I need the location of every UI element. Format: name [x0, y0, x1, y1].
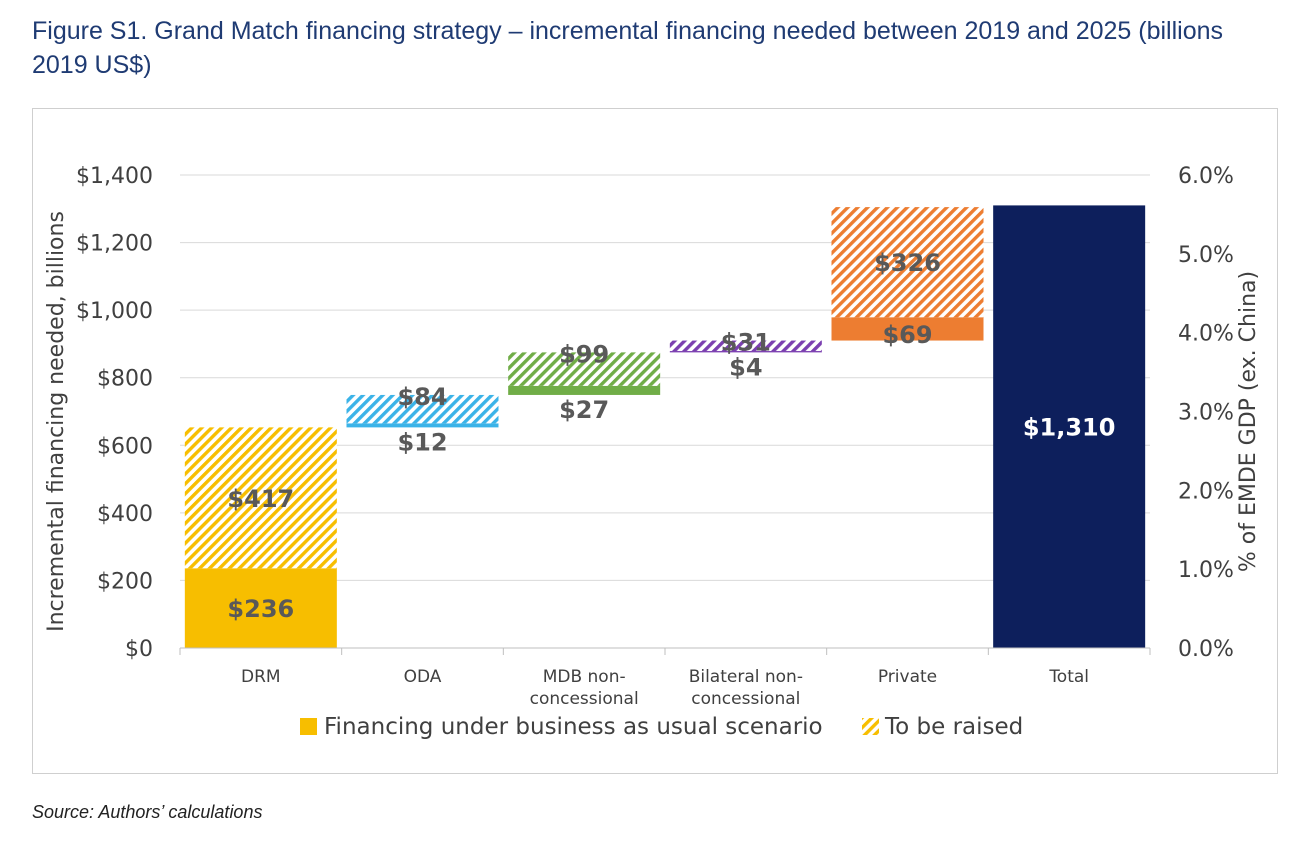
data-label-business-as-usual: $27 — [559, 396, 609, 424]
legend-swatch-to-be-raised — [862, 718, 879, 735]
y-tick-label: $1,000 — [76, 299, 153, 324]
y-tick-label: $1,200 — [76, 232, 153, 257]
bar-total — [993, 205, 1146, 648]
bar-to-be-raised — [831, 207, 984, 318]
y-tick-label: $0 — [125, 637, 153, 662]
x-tick-label: ODA — [404, 667, 442, 687]
data-label-to-be-raised: $326 — [874, 249, 941, 277]
x-tick-label: MDB non-concessional — [530, 667, 639, 709]
y2-tick-label: 3.0% — [1178, 401, 1234, 426]
data-label-business-as-usual: $69 — [882, 321, 932, 349]
figure-title: Figure S1. Grand Match financing strateg… — [32, 17, 1224, 79]
figure-source: Source: Authors’ calculations — [32, 802, 263, 822]
bar-business-as-usual — [346, 423, 499, 428]
bar-to-be-raised — [669, 340, 822, 352]
legend-swatch-business-as-usual — [300, 718, 317, 735]
y2-tick-label: 2.0% — [1178, 479, 1234, 504]
data-label-to-be-raised: $99 — [559, 340, 609, 368]
data-label-business-as-usual: $4 — [729, 353, 762, 381]
y2-tick-label: 1.0% — [1178, 558, 1234, 583]
data-label-to-be-raised: $84 — [397, 383, 447, 411]
bar-business-as-usual — [184, 568, 337, 648]
legend-label-business-as-usual: Financing under business as usual scenar… — [324, 714, 823, 740]
data-label-business-as-usual: $236 — [227, 595, 294, 623]
y-tick-label: $200 — [97, 569, 153, 594]
waterfall-chart: $417 $236 $84 $12 $99 $27 $31$4 $326 $69 $1,310 $… — [44, 164, 1261, 740]
bar-business-as-usual — [669, 351, 822, 353]
y-tick-label: $400 — [97, 502, 153, 527]
data-label-to-be-raised: $31 — [721, 329, 771, 357]
y-tick-label: $1,400 — [76, 164, 153, 189]
y2-tick-label: 5.0% — [1178, 243, 1234, 268]
y-axis-title: Incremental financing needed, billions — [44, 211, 69, 632]
bar-business-as-usual — [508, 385, 661, 395]
x-tick-label: Private — [878, 667, 937, 687]
bar-business-as-usual — [831, 317, 984, 341]
x-tick-label: DRM — [241, 667, 281, 687]
x-tick-label: Total — [1048, 667, 1089, 687]
y2-axis-title: % of EMDE GDP (ex. China) — [1236, 271, 1261, 572]
bar-to-be-raised — [184, 427, 337, 569]
x-tick-label: Bilateral non-concessional — [689, 667, 803, 709]
data-label-to-be-raised: $417 — [227, 485, 294, 513]
legend-label-to-be-raised: To be raised — [884, 714, 1023, 740]
bar-to-be-raised — [508, 352, 661, 386]
y2-tick-label: 6.0% — [1178, 164, 1234, 189]
y-tick-label: $600 — [97, 434, 153, 459]
y2-tick-label: 4.0% — [1178, 322, 1234, 347]
y2-tick-label: 0.0% — [1178, 637, 1234, 662]
data-label-total: $1,310 — [1023, 414, 1116, 442]
y-tick-label: $800 — [97, 367, 153, 392]
data-label-business-as-usual: $12 — [397, 428, 447, 456]
bar-to-be-raised — [346, 394, 499, 424]
chart-frame: $417 $236 $84 $12 $99 $27 $31 $4 $326 $69 $1,310 $… — [32, 108, 1278, 774]
